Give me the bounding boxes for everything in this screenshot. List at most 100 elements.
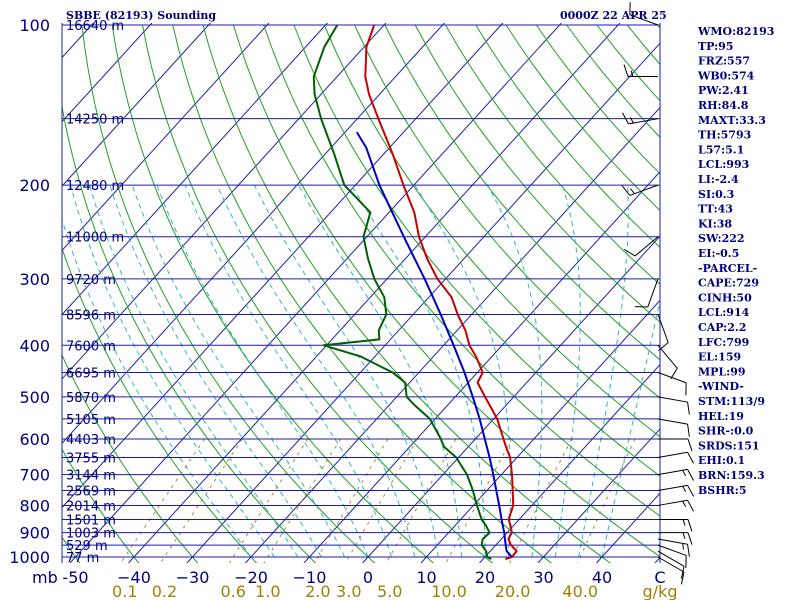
temperature-tick-label: −10: [293, 568, 327, 587]
temperature-tick-label: 0: [363, 568, 373, 587]
index-value: STM:113/9: [698, 395, 765, 408]
isotherm-line: [62, 23, 445, 444]
index-value: TT:43: [698, 203, 733, 216]
isotherm-line: [62, 23, 270, 252]
index-value: L57:5.1: [698, 143, 744, 156]
height-label: 11000 m: [66, 231, 124, 246]
pressure-tick-label: 100: [19, 16, 50, 35]
wind-barb: [623, 64, 658, 78]
height-label: 3755 m: [66, 451, 116, 466]
isotherm-line: [537, 428, 660, 563]
dry-adiabat-line: [384, 24, 660, 361]
height-label: 5105 m: [66, 413, 116, 428]
height-label: 12480 m: [66, 179, 124, 194]
index-value: KI:38: [698, 217, 732, 230]
mixing-ratio-line: [313, 438, 389, 563]
dry-adiabat-line: [62, 448, 140, 563]
wind-barb: [621, 184, 659, 196]
dry-adiabat-line: [414, 24, 660, 323]
mixing-ratio-tick-label: 0.6: [220, 582, 245, 600]
isotherm-line: [62, 23, 328, 316]
dry-adiabat-line: [475, 24, 660, 249]
wind-barb: [635, 278, 659, 308]
height-label: 2569 m: [66, 485, 116, 500]
height-label: 5870 m: [66, 391, 116, 406]
index-value: SI:0.3: [698, 188, 734, 201]
pressure-tick-label: 800: [19, 496, 50, 515]
index-value: SRDS:151: [698, 439, 760, 452]
wind-barb: [657, 314, 669, 351]
pressure-tick-label: 1000: [9, 548, 50, 567]
mixing-ratio-line: [159, 438, 243, 563]
isotherm-line: [245, 106, 660, 563]
height-label: 1501 m: [66, 513, 116, 528]
index-value: EL:159: [698, 351, 741, 364]
height-label: 529 m: [66, 539, 108, 554]
mixing-ratio-line: [509, 438, 573, 563]
height-label: 16640 m: [66, 19, 124, 34]
isotherm-line: [62, 23, 153, 123]
index-value: WMO:82193: [697, 25, 774, 38]
wind-barb: [657, 344, 678, 380]
height-label: 4403 m: [66, 433, 116, 448]
index-value: TP:95: [698, 40, 733, 53]
temperature-tick-label: 40: [592, 568, 612, 587]
wind-barb: [657, 550, 685, 579]
wind-barb: [623, 236, 659, 257]
index-value: EI:-0.5: [698, 247, 739, 260]
mixing-ratio-line: [385, 438, 457, 563]
dry-adiabat-line: [445, 24, 660, 286]
isotherm-line: [62, 23, 211, 187]
wind-barb: [657, 544, 687, 569]
index-value: EHI:0.1: [698, 454, 745, 467]
height-label: 3144 m: [66, 469, 116, 484]
height-label: 9720 m: [66, 273, 116, 288]
dry-adiabat-line: [323, 24, 660, 438]
mixing-ratio-line: [577, 438, 636, 563]
index-value: HEL:19: [698, 410, 744, 423]
height-label: 8596 m: [66, 308, 116, 323]
temperature-tick-label: 30: [533, 568, 553, 587]
wind-barb: [658, 438, 693, 452]
index-value: CINH:50: [698, 291, 752, 304]
moist-adiabat-line: [89, 184, 299, 558]
chart-datetime: 0000Z 22 APR 25: [560, 9, 667, 22]
pressure-unit-label: mb: [32, 568, 58, 587]
mixing-ratio-line: [263, 438, 341, 563]
index-value: SW:222: [698, 232, 745, 245]
isotherm-line: [186, 42, 660, 563]
mixing-ratio-line: [228, 438, 309, 563]
mixing-ratio-tick-label: 2.0: [305, 582, 330, 600]
index-value: SHR-:0.0: [698, 425, 754, 438]
wind-barb: [657, 499, 695, 512]
mixing-ratio-tick-label: 20.0: [495, 582, 531, 600]
pressure-tick-label: 600: [19, 430, 50, 449]
wind-barb: [657, 484, 695, 497]
temperature-tick-label: −20: [234, 568, 268, 587]
wind-barb: [629, 2, 659, 26]
height-label: 77 m: [66, 551, 99, 566]
wind-barb: [657, 538, 690, 557]
wind-barb: [621, 112, 659, 125]
isotherm-line: [62, 23, 387, 380]
height-label: 7600 m: [66, 339, 116, 354]
index-value: TH:5793: [698, 129, 751, 142]
dry-adiabat-line: [142, 24, 494, 563]
index-value: -PARCEL-: [698, 262, 757, 275]
index-value: BRN:159.3: [698, 469, 765, 482]
parcel-trace: [355, 131, 513, 558]
isotherm-line: [62, 23, 504, 509]
height-label: 1003 m: [66, 527, 116, 542]
moist-adiabat-line: [253, 184, 439, 558]
dry-adiabat-line: [354, 24, 660, 399]
index-value: LFC:799: [698, 336, 749, 349]
mixing-ratio-line: [120, 438, 205, 563]
temperature-tick-label: −30: [176, 568, 210, 587]
dewpoint-trace: [312, 24, 492, 560]
pressure-tick-label: 400: [19, 336, 50, 355]
pressure-tick-label: 500: [19, 388, 50, 407]
wind-barb: [657, 396, 690, 415]
moist-adiabat-line: [109, 184, 322, 558]
